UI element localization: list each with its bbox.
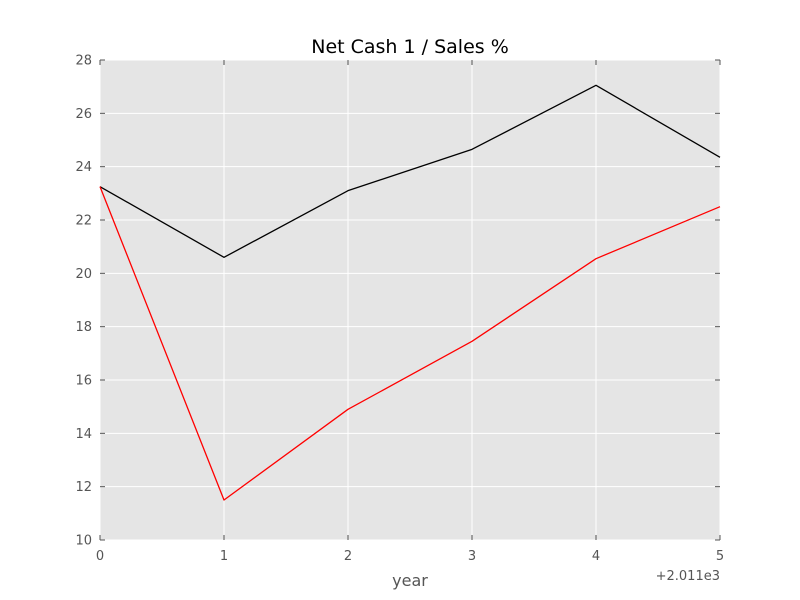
y-tick-label: 22 <box>75 214 92 229</box>
plot-area <box>100 60 720 540</box>
series-line-1 <box>99 84 721 258</box>
x-tick-label: 5 <box>716 549 724 564</box>
x-tick-label: 3 <box>468 549 476 564</box>
series-line-2 <box>99 186 721 501</box>
y-tick-label: 14 <box>75 427 92 442</box>
x-axis-offset-label: +2.011e3 <box>656 569 720 584</box>
y-tick-label: 10 <box>75 534 92 549</box>
y-tick-label: 18 <box>75 320 92 335</box>
x-tick-label: 4 <box>592 549 600 564</box>
x-tick-label: 1 <box>220 549 228 564</box>
x-axis-label: year <box>392 571 428 590</box>
grid-lines <box>99 59 721 541</box>
y-tick-label: 20 <box>75 267 92 282</box>
data-series <box>99 84 721 501</box>
x-tick-label: 2 <box>344 549 352 564</box>
y-tick-label: 12 <box>75 480 92 495</box>
x-tick-label: 0 <box>96 549 104 564</box>
y-tick-label: 28 <box>75 54 92 69</box>
chart-title: Net Cash 1 / Sales % <box>311 36 509 58</box>
axis-ticks <box>99 59 721 541</box>
y-tick-label: 26 <box>75 107 92 122</box>
y-tick-label: 24 <box>75 160 92 175</box>
y-tick-label: 16 <box>75 374 92 389</box>
